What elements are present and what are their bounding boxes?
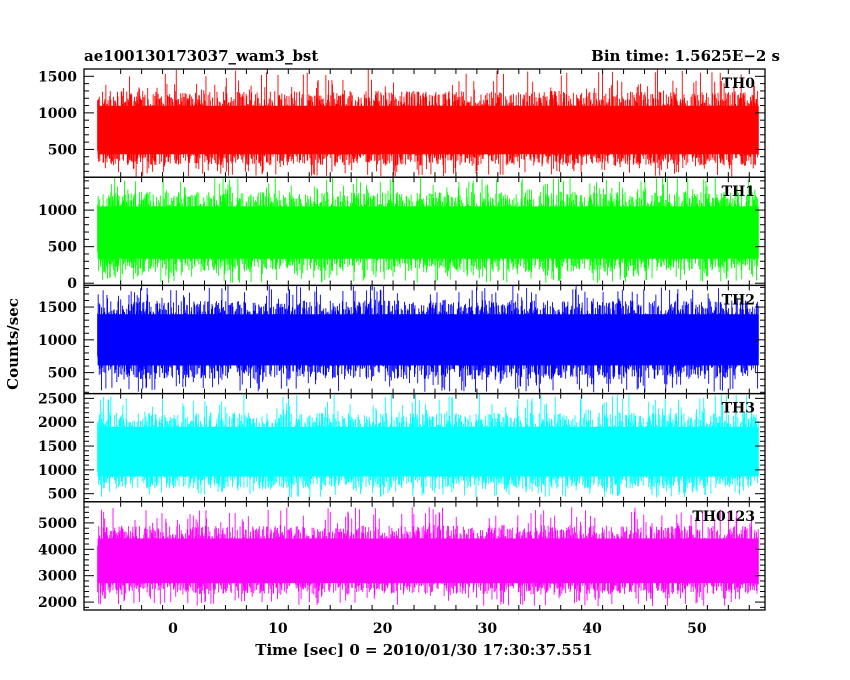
panel-th0123: 2000 3000 4000 5000 TH0123 — [38, 501, 766, 611]
y-tick-label: 3000 — [38, 569, 77, 585]
bin-time-label: Bin time: 1.5625E−2 s — [591, 47, 780, 65]
y-tick-label: 1500 — [38, 300, 77, 316]
y-tick-label: 1000 — [38, 463, 77, 479]
panel-th3: 500 1000 1500 2000 2500 TH3 — [38, 391, 766, 503]
y-tick-label: 500 — [48, 142, 77, 158]
y-tick-label: 1000 — [38, 203, 77, 219]
y-tick-label: 1000 — [38, 333, 77, 349]
series-core-th3 — [97, 426, 759, 477]
band-label-th0: TH0 — [722, 76, 756, 92]
y-tick-label: 1000 — [38, 106, 77, 122]
panel-th0: 500 1000 1500 TH0 — [38, 68, 766, 178]
y-tick-label: 2000 — [38, 595, 77, 611]
y-tick-label: 2500 — [38, 391, 77, 407]
x-tick-label: 40 — [582, 621, 602, 637]
series-core-th0123 — [97, 538, 759, 584]
y-tick-label: 1500 — [38, 69, 77, 85]
band-label-th0123: TH0123 — [692, 509, 755, 525]
series-core-th0 — [97, 105, 759, 155]
y-tick-label: 500 — [48, 487, 77, 503]
y-tick-label: 1500 — [38, 439, 77, 455]
band-label-th1: TH1 — [722, 184, 755, 200]
y-tick-label: 0 — [67, 276, 77, 292]
band-label-th2: TH2 — [722, 292, 755, 308]
x-tick-label: 50 — [687, 621, 707, 637]
x-tick-label: 0 — [168, 621, 178, 637]
y-tick-label: 500 — [48, 366, 77, 382]
y-tick-label: 500 — [48, 240, 77, 256]
panel-frame — [83, 501, 766, 611]
y-axis-label: Counts/sec — [4, 298, 22, 390]
panel-th2: 500 1000 1500 TH2 — [38, 284, 766, 395]
x-tick-label: 20 — [373, 621, 393, 637]
panel-th1: 0 500 1000 TH1 — [38, 176, 766, 292]
y-tick-label: 5000 — [38, 516, 77, 532]
x-tick-label: 10 — [268, 621, 288, 637]
chart-title: ae100130173037_wam3_bst — [84, 47, 318, 65]
series-core-th1 — [97, 206, 759, 259]
y-tick-label: 4000 — [38, 542, 77, 558]
x-axis-label: Time [sec] 0 = 2010/01/30 17:30:37.551 — [255, 641, 592, 659]
band-label-th3: TH3 — [722, 401, 755, 417]
series-core-th2 — [97, 314, 759, 366]
x-tick-label: 30 — [478, 621, 498, 637]
y-tick-label: 2000 — [38, 415, 77, 431]
